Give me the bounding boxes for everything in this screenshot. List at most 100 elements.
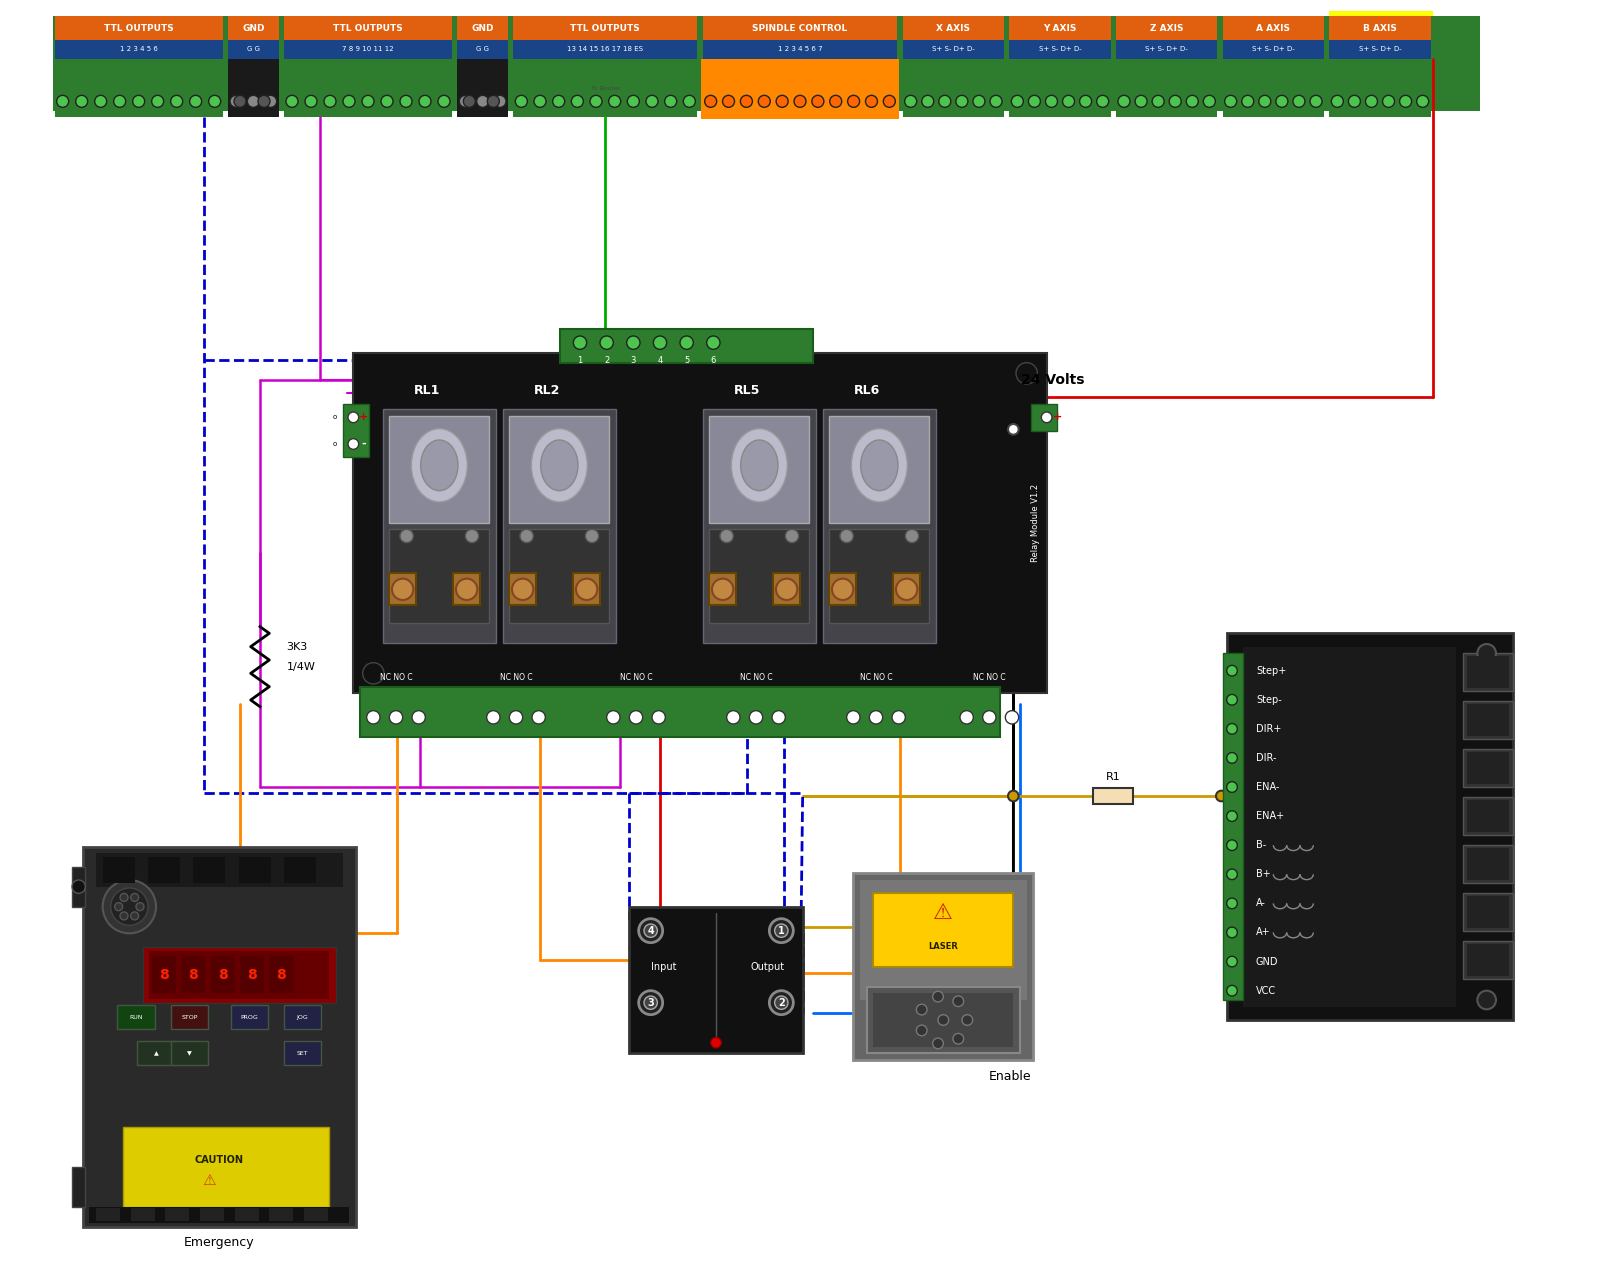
Text: 3: 3 [630, 356, 637, 365]
Circle shape [381, 95, 394, 108]
Circle shape [683, 95, 696, 108]
Bar [1467, 704, 1509, 736]
Ellipse shape [531, 429, 587, 502]
Circle shape [758, 95, 770, 108]
Circle shape [960, 710, 973, 724]
Text: 1 2 3 4 5 6: 1 2 3 4 5 6 [120, 46, 158, 52]
Circle shape [830, 95, 842, 108]
Bar [72, 1166, 85, 1207]
Circle shape [646, 95, 658, 108]
Bar [453, 573, 480, 605]
Ellipse shape [731, 429, 787, 502]
Text: GND: GND [472, 23, 494, 32]
Bar [1222, 17, 1325, 40]
Circle shape [653, 710, 666, 724]
Circle shape [848, 95, 859, 108]
Bar [138, 1042, 174, 1065]
Bar [269, 956, 293, 993]
Circle shape [933, 1038, 944, 1048]
Bar [382, 410, 496, 643]
Circle shape [264, 95, 277, 108]
Circle shape [171, 95, 182, 108]
Circle shape [1365, 95, 1378, 108]
Bar [1010, 59, 1110, 118]
Text: o: o [333, 415, 336, 420]
Bar [165, 1208, 189, 1221]
Bar [1462, 701, 1514, 739]
Bar [149, 951, 330, 998]
Circle shape [846, 710, 861, 724]
Circle shape [883, 95, 896, 108]
Circle shape [1029, 95, 1040, 108]
Ellipse shape [741, 440, 778, 490]
Text: -: - [362, 439, 366, 449]
Circle shape [248, 95, 259, 108]
Bar [83, 846, 355, 1226]
Circle shape [600, 337, 613, 349]
Text: S+ S- D+ D-: S+ S- D+ D- [1038, 46, 1082, 52]
Circle shape [400, 530, 413, 543]
Circle shape [741, 95, 752, 108]
Text: Step+: Step+ [1256, 666, 1286, 676]
Circle shape [477, 95, 488, 108]
Text: Y AXIS: Y AXIS [1043, 23, 1077, 32]
Circle shape [1216, 791, 1227, 801]
Bar [1222, 653, 1243, 1000]
Circle shape [120, 911, 128, 920]
Text: RL6: RL6 [853, 384, 880, 397]
Circle shape [869, 710, 883, 724]
Circle shape [904, 95, 917, 108]
Ellipse shape [411, 429, 467, 502]
Bar [117, 1005, 155, 1029]
Text: Z AXIS: Z AXIS [1150, 23, 1184, 32]
Circle shape [1008, 424, 1019, 435]
Bar [1462, 893, 1514, 931]
Circle shape [1134, 95, 1147, 108]
Bar [514, 40, 698, 59]
Circle shape [586, 530, 598, 543]
Circle shape [459, 95, 472, 108]
Circle shape [776, 579, 797, 600]
Text: 2: 2 [778, 997, 784, 1007]
Bar [874, 993, 1013, 1047]
Bar [509, 573, 536, 605]
Bar [304, 1208, 328, 1221]
Circle shape [286, 95, 298, 108]
Text: ENA-: ENA- [1256, 782, 1280, 792]
Circle shape [230, 95, 242, 108]
Circle shape [509, 710, 523, 724]
Circle shape [638, 991, 662, 1015]
Bar [773, 573, 800, 605]
Bar [514, 59, 698, 118]
Text: ENA+: ENA+ [1256, 812, 1285, 822]
Bar [458, 40, 509, 59]
Text: NC NO C: NC NO C [973, 673, 1006, 682]
Text: TTL OUTPUTS: TTL OUTPUTS [571, 23, 640, 32]
Circle shape [1382, 95, 1395, 108]
Circle shape [94, 95, 107, 108]
Text: B-: B- [1256, 840, 1266, 850]
Circle shape [704, 95, 717, 108]
Circle shape [770, 991, 794, 1015]
Text: 8: 8 [246, 968, 258, 982]
Bar [229, 59, 278, 118]
Bar [131, 1208, 155, 1221]
Text: NC NO C: NC NO C [859, 673, 893, 682]
Circle shape [190, 95, 202, 108]
Bar [560, 329, 813, 362]
Circle shape [1477, 991, 1496, 1010]
Circle shape [1227, 810, 1237, 822]
Text: NC NO C: NC NO C [379, 673, 413, 682]
Text: NC NO C: NC NO C [499, 673, 533, 682]
Text: DIR+: DIR+ [1256, 724, 1282, 733]
Text: RL1: RL1 [413, 384, 440, 397]
Bar [102, 858, 134, 883]
Circle shape [515, 95, 528, 108]
Circle shape [1016, 362, 1037, 384]
Circle shape [811, 95, 824, 108]
Text: 24 Volts: 24 Volts [1021, 372, 1085, 387]
Bar [389, 530, 490, 622]
Bar [285, 858, 317, 883]
Text: Enable: Enable [989, 1070, 1032, 1083]
Circle shape [1331, 95, 1344, 108]
